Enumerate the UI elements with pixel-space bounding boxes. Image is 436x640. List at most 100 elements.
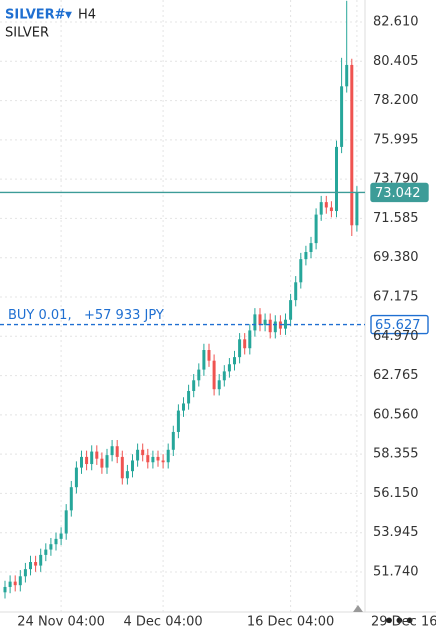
candle-body [284,319,287,329]
candle-body [34,562,38,566]
candle-body [192,380,196,391]
candle-body [120,456,124,479]
candle-body [13,581,17,586]
candle-body [233,357,236,365]
candle-body [3,586,7,593]
candle-body [263,319,267,326]
candle-body [253,314,257,331]
candle-body [314,214,318,244]
candle-body [141,449,145,456]
more-menu[interactable]: ••• [384,612,415,631]
symbol-dropdown[interactable]: ▼ [65,11,72,21]
symbol[interactable]: SILVER# [5,8,66,23]
candle-body [355,192,359,226]
candle-body [243,339,247,349]
candle-body [294,282,298,301]
candle-body [289,300,293,320]
candle-body [176,410,180,432]
candle-body [95,451,99,459]
candle-body [207,350,211,361]
y-tick-label: 73.790 [373,172,419,187]
candle-body [136,449,140,461]
candle-body [329,207,333,212]
description: SILVER [5,26,49,41]
candle-body [115,446,119,457]
candle-body [105,455,109,468]
candle-body [212,360,216,390]
candle-body [125,471,129,479]
x-tick-label: 24 Nov 04:00 [17,615,105,630]
candle-body [217,380,221,390]
candle-body [273,321,277,333]
candle-body [80,456,83,468]
candle-body [44,549,48,555]
candle-body [85,456,89,465]
x-tick-label: 29 Dec 16:0 [371,615,436,630]
timeframe[interactable]: H4 [78,8,96,23]
grid [0,0,436,613]
y-tick-label: 56.150 [373,486,419,501]
y-tick-label: 51.740 [373,565,419,580]
scroll-marker[interactable] [353,605,363,612]
candle-body [319,202,323,215]
candle-body [39,554,43,566]
candle-body [324,202,328,208]
y-tick-label: 64.970 [373,329,419,344]
candle-body [202,350,206,370]
y-tick-label: 58.355 [373,447,419,462]
candle-body [171,431,175,450]
candle-body [335,146,338,212]
position-label: BUY 0.01, +57 933 JPY [8,308,164,323]
price-box [370,182,429,203]
candle-body [64,510,68,534]
y-tick-label: 60.560 [373,407,419,422]
candle-body [8,581,12,587]
y-tick-label: 78.200 [373,93,419,108]
y-tick-label: 53.945 [373,525,419,540]
candle-body [197,369,201,381]
y-tick-label: 67.175 [373,290,419,305]
y-tick-label: 69.380 [373,250,419,265]
candle-body [100,458,104,468]
candle-body [304,252,308,260]
candle-body [299,259,303,283]
y-tick-label: 82.610 [373,15,419,30]
y-tick-label: 71.585 [373,211,419,226]
price-box [370,314,429,335]
candle-body [166,449,170,463]
candle-body [258,314,262,326]
candle-body [222,371,226,381]
candle-body [49,544,53,550]
candle-body [29,562,32,570]
y-tick-label: 75.995 [373,132,419,147]
y-tick-label: 62.765 [373,368,419,383]
candle-body [350,64,354,226]
y-tick-label: 80.405 [373,54,419,69]
candle-body [345,64,349,87]
candle-body [161,460,165,463]
candle-body [18,576,22,586]
candle-body [146,455,150,463]
candle-body [238,339,242,358]
candle-body [23,569,27,577]
candle-body [90,451,94,465]
price-value: 65.627 [375,318,421,333]
candles [3,0,359,599]
candle-body [110,446,114,456]
candle-body [187,390,191,404]
candle-body [227,364,231,372]
candle-body [59,533,63,539]
candle-body [309,243,313,253]
candle-body [131,460,134,472]
candle-body [69,487,73,511]
price-value: 73.042 [375,186,421,201]
overlay: 73.042 65.627 BUY 0.01, +57 933 JPY [0,182,429,335]
candle-body [54,538,58,545]
candle-body [268,319,272,333]
candle-body [151,456,155,463]
candle-body [182,403,185,411]
x-tick-label: 16 Dec 04:00 [247,615,334,630]
candle-body [340,86,344,147]
